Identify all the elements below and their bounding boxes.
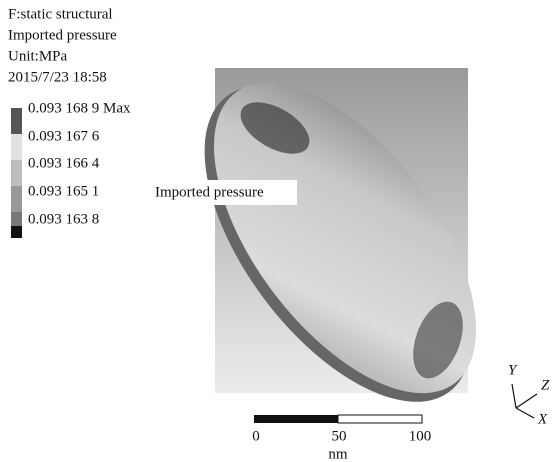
triad-axis xyxy=(516,394,537,408)
triad-label: Y xyxy=(508,362,518,378)
scale-unit: nm xyxy=(328,446,348,462)
header-line: 2015/7/23 18:58 xyxy=(8,69,107,85)
scale-tick-label: 0 xyxy=(252,428,260,444)
legend: 0.093 168 9 Max 0.093 167 6 0.093 166 4 … xyxy=(11,100,131,238)
triad-label: X xyxy=(537,411,548,427)
scale-tick-label: 50 xyxy=(332,428,347,444)
header: F:static structural Imported pressure Un… xyxy=(8,6,117,85)
annotation: Imported pressure xyxy=(150,180,297,205)
legend-swatch xyxy=(11,212,22,226)
triad-axis xyxy=(516,408,534,418)
screenshot: F:static structural Imported pressure Un… xyxy=(0,0,553,462)
scale-segment xyxy=(254,415,338,423)
triad-axis xyxy=(512,384,516,408)
legend-swatch xyxy=(11,160,22,186)
axis-triad: Y Z X xyxy=(508,362,550,427)
viewport xyxy=(153,38,526,447)
legend-swatch xyxy=(11,134,22,160)
annotation-label: Imported pressure xyxy=(155,184,264,200)
legend-swatch xyxy=(11,108,22,134)
legend-label: 0.093 168 9 Max xyxy=(28,100,131,116)
header-line: Unit:MPa xyxy=(8,48,68,64)
legend-label: 0.093 163 8 xyxy=(28,211,99,227)
scale-segment xyxy=(338,415,422,423)
scale-bar: 0 50 100 nm xyxy=(252,415,431,462)
legend-label: 0.093 165 1 xyxy=(28,183,99,199)
legend-label: 0.093 167 6 xyxy=(28,128,100,144)
header-line: F:static structural xyxy=(8,6,113,22)
legend-label: 0.093 166 4 xyxy=(28,155,100,171)
legend-swatch xyxy=(11,226,22,238)
triad-label: Z xyxy=(541,377,550,393)
header-line: Imported pressure xyxy=(8,27,117,43)
scale-tick-label: 100 xyxy=(409,428,432,444)
legend-swatch xyxy=(11,186,22,212)
